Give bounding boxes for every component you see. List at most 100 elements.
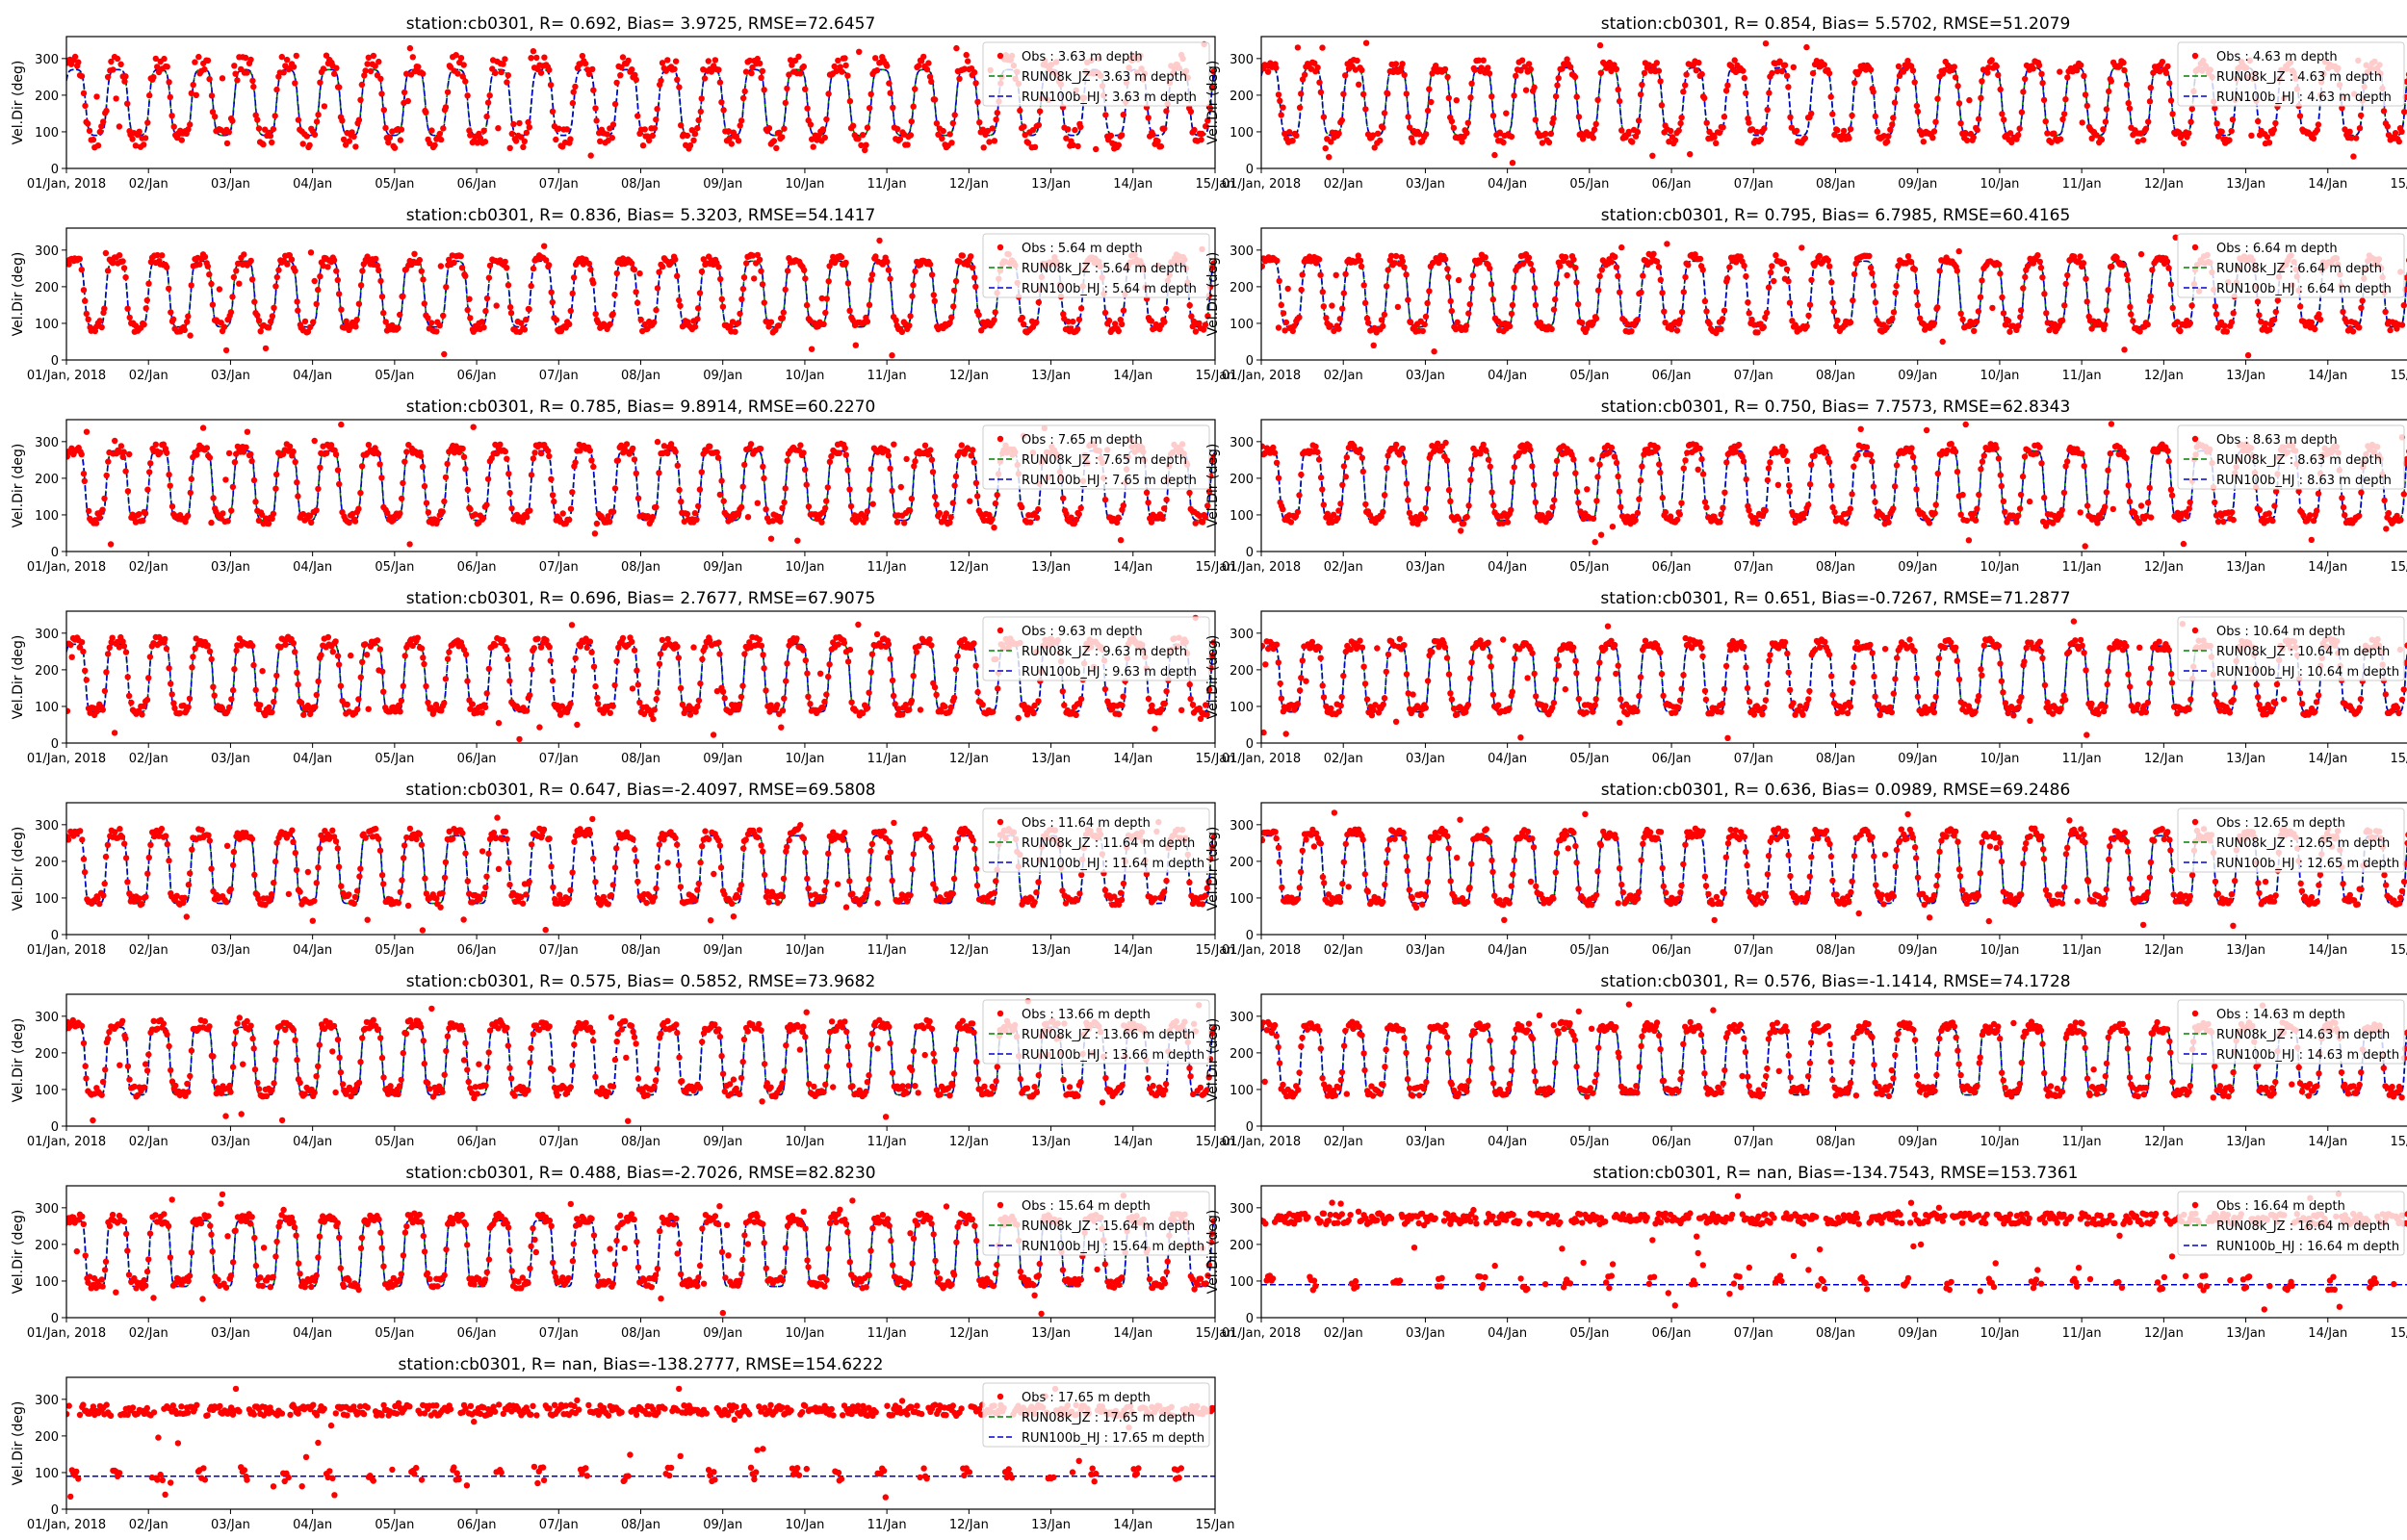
- obs-point: [549, 492, 556, 499]
- obs-point: [1545, 139, 1553, 146]
- obs-point: [1113, 519, 1121, 526]
- obs-point: [691, 510, 699, 517]
- obs-point: [784, 85, 790, 92]
- obs-point: [1711, 134, 1718, 141]
- obs-point: [2383, 526, 2390, 532]
- x-tick-label: 09/Jan: [703, 560, 742, 575]
- obs-point: [714, 454, 722, 461]
- obs-point: [96, 318, 104, 324]
- obs-point: [1778, 67, 1786, 75]
- obs-point: [415, 64, 422, 70]
- obs-point: [1996, 261, 2003, 268]
- obs-point: [361, 72, 368, 79]
- obs-point: [1767, 459, 1773, 466]
- obs-point: [1911, 79, 1918, 86]
- obs-point: [908, 495, 916, 502]
- obs-point: [623, 441, 631, 448]
- obs-point: [607, 321, 613, 327]
- obs-point: [2057, 68, 2063, 75]
- obs-point: [569, 489, 576, 496]
- obs-point: [141, 321, 147, 328]
- x-tick-label: 01/Jan, 2018: [1222, 560, 1301, 575]
- obs-point: [2038, 70, 2045, 78]
- obs-point: [1885, 133, 1892, 140]
- obs-point: [587, 266, 594, 273]
- obs-point: [891, 441, 897, 448]
- x-tick-label: 02/Jan: [1324, 560, 1363, 575]
- obs-point: [1509, 478, 1516, 486]
- obs-point: [1468, 80, 1475, 88]
- obs-point: [372, 63, 378, 69]
- obs-point: [527, 692, 533, 699]
- obs-point: [563, 126, 571, 133]
- obs-point: [1508, 310, 1515, 318]
- obs-point: [819, 126, 826, 133]
- obs-point: [121, 78, 128, 85]
- obs-point: [2062, 463, 2069, 470]
- obs-point: [1431, 448, 1437, 455]
- obs-point: [467, 706, 474, 712]
- obs-point: [1984, 69, 1991, 76]
- obs-point: [166, 285, 172, 292]
- obs-point: [1936, 268, 1943, 274]
- obs-point: [504, 265, 510, 271]
- obs-point: [2124, 276, 2132, 284]
- obs-point: [144, 119, 151, 126]
- obs-point: [641, 126, 648, 133]
- obs-point: [1387, 252, 1395, 259]
- obs-point: [1074, 325, 1081, 333]
- obs-point: [2137, 502, 2145, 509]
- obs-point: [1785, 482, 1793, 489]
- obs-point: [2070, 253, 2078, 260]
- obs-point: [1407, 319, 1414, 326]
- legend-entry: RUN100b_HJ : 6.64 m depth: [2216, 282, 2392, 296]
- obs-point: [839, 68, 845, 75]
- obs-point: [1929, 135, 1936, 141]
- y-tick-label: 300: [1229, 244, 1254, 259]
- obs-point: [1717, 519, 1723, 526]
- obs-point: [1557, 263, 1564, 270]
- obs-point: [204, 57, 212, 64]
- obs-point: [686, 711, 694, 718]
- obs-point: [1455, 515, 1462, 523]
- obs-point: [142, 510, 149, 517]
- obs-point: [543, 257, 550, 264]
- obs-point: [1455, 276, 1462, 284]
- obs-point: [1884, 514, 1891, 521]
- obs-point: [2316, 316, 2324, 323]
- obs-point: [912, 86, 919, 92]
- obs-point: [292, 458, 298, 466]
- obs-point: [1573, 93, 1580, 100]
- axes-frame: [1260, 36, 2407, 169]
- obs-point: [2230, 310, 2237, 317]
- obs-point: [1732, 449, 1740, 455]
- obs-point: [613, 657, 620, 665]
- legend-box: [2177, 233, 2405, 298]
- series-points-obs: [1261, 234, 2407, 359]
- obs-point: [1639, 463, 1645, 470]
- obs-point: [1632, 517, 1639, 524]
- obs-point: [1363, 315, 1371, 321]
- obs-point: [505, 282, 512, 289]
- obs-point: [800, 63, 807, 70]
- obs-point: [1571, 73, 1579, 81]
- obs-point: [1315, 456, 1323, 463]
- obs-point: [1529, 463, 1536, 470]
- obs-point: [81, 477, 89, 484]
- obs-point: [116, 644, 123, 651]
- obs-point: [2310, 517, 2317, 525]
- obs-point: [739, 483, 746, 490]
- obs-point: [247, 257, 254, 265]
- obs-point: [1355, 252, 1362, 259]
- obs-point: [763, 687, 769, 694]
- obs-point: [124, 674, 131, 680]
- obs-point: [1550, 306, 1558, 313]
- obs-point: [1613, 264, 1620, 270]
- obs-point: [961, 65, 969, 72]
- obs-point: [1208, 84, 1215, 91]
- obs-point: [2167, 281, 2175, 288]
- obs-point: [718, 477, 725, 484]
- obs-point: [1340, 90, 1347, 97]
- obs-point: [132, 142, 140, 149]
- obs-point: [354, 706, 361, 713]
